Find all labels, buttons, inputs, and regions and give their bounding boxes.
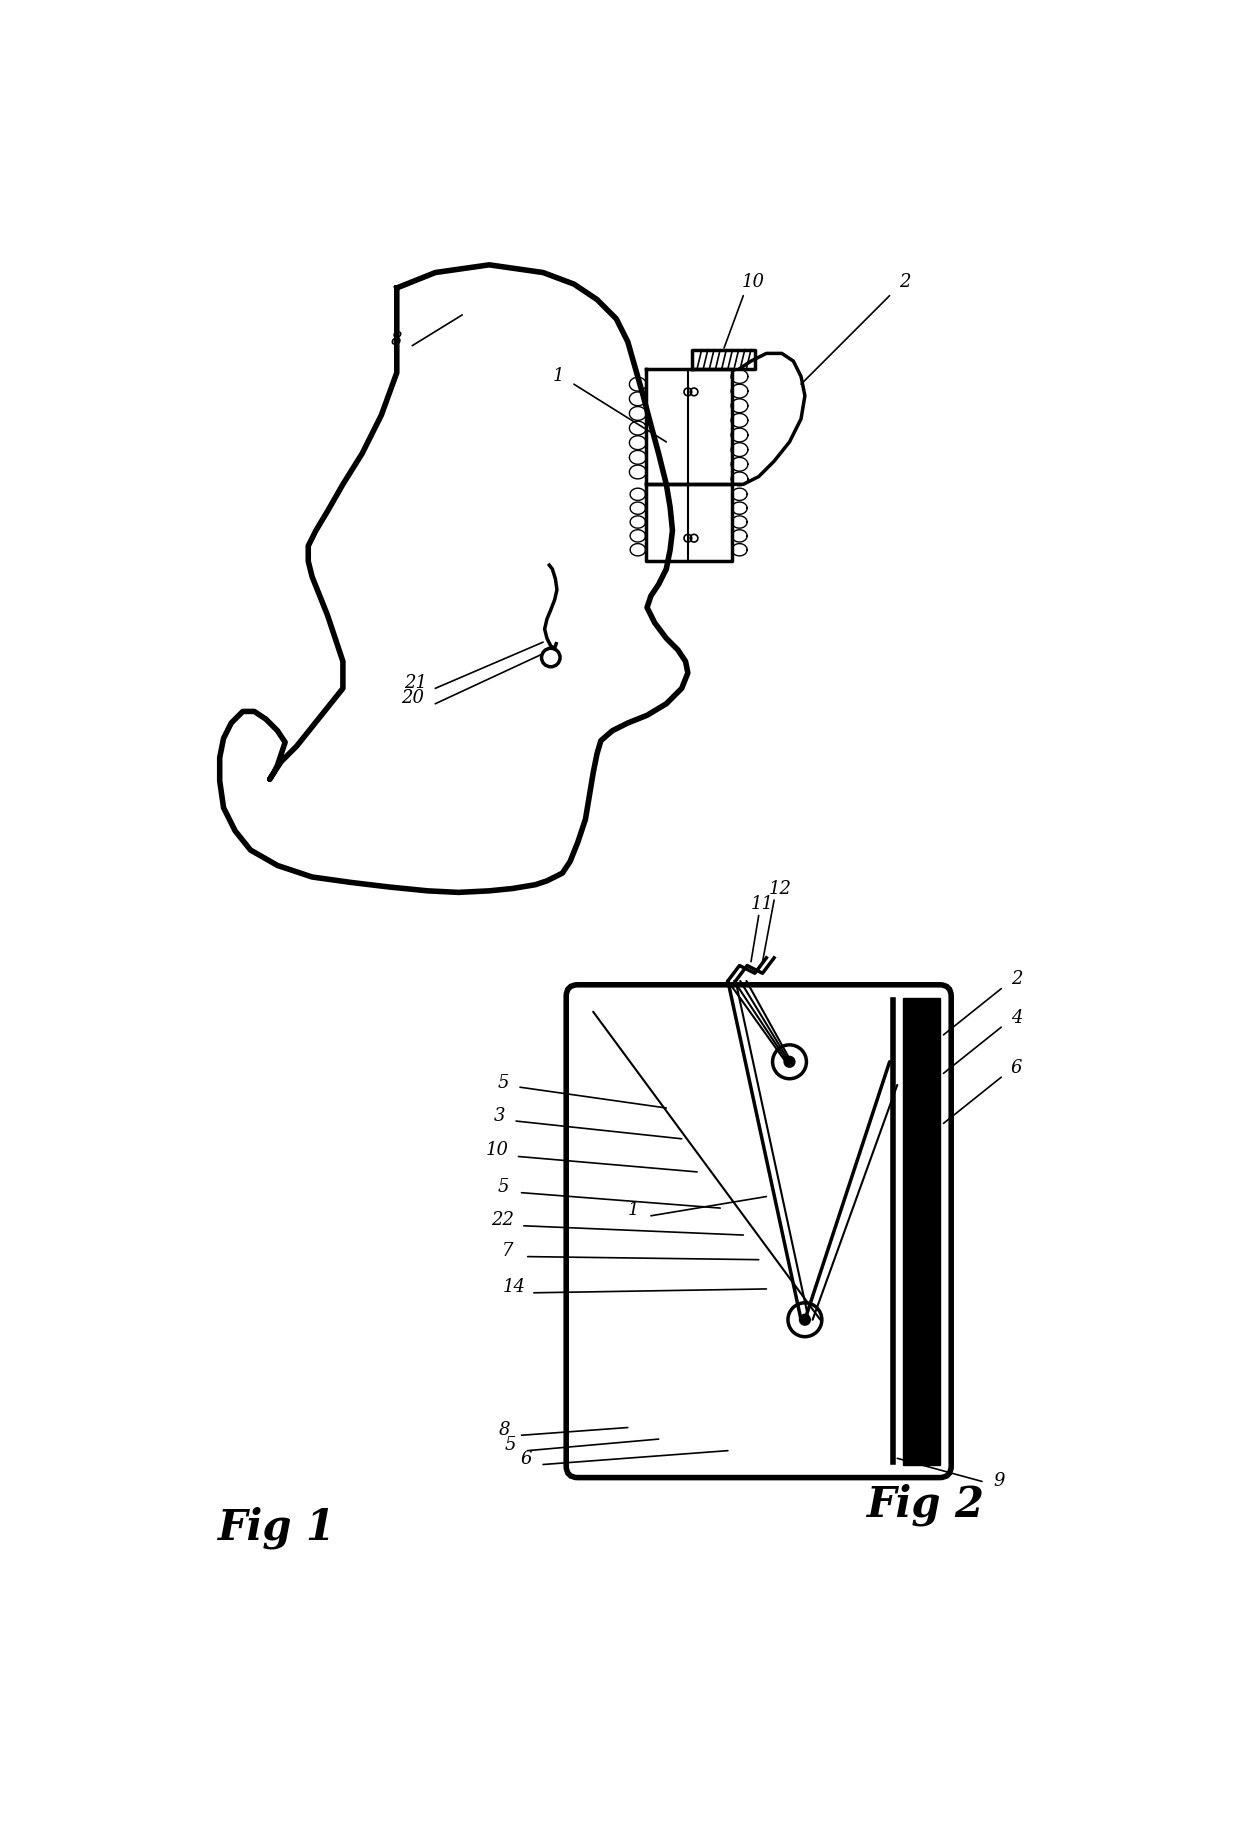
- Text: 6: 6: [1011, 1059, 1023, 1077]
- Text: 7: 7: [502, 1243, 513, 1261]
- Text: 5: 5: [505, 1436, 517, 1454]
- Text: 8: 8: [498, 1421, 511, 1439]
- Text: 10: 10: [742, 273, 765, 292]
- Text: 9: 9: [993, 1472, 1004, 1490]
- Text: 5: 5: [497, 1179, 508, 1197]
- Polygon shape: [904, 998, 940, 1465]
- Text: 1: 1: [629, 1201, 640, 1219]
- Text: 2: 2: [1011, 971, 1023, 988]
- Text: 14: 14: [502, 1279, 526, 1297]
- Text: 2: 2: [899, 273, 910, 292]
- Text: 20: 20: [401, 689, 424, 707]
- Text: 1: 1: [553, 368, 564, 386]
- Text: 8: 8: [391, 330, 403, 348]
- Circle shape: [800, 1314, 810, 1325]
- Text: 22: 22: [491, 1210, 513, 1228]
- Circle shape: [784, 1057, 795, 1068]
- Text: 4: 4: [1011, 1009, 1023, 1028]
- Text: 11: 11: [751, 895, 774, 913]
- Text: 12: 12: [769, 880, 792, 898]
- Text: 5: 5: [497, 1073, 508, 1091]
- Text: 6: 6: [521, 1450, 532, 1469]
- Text: Fig 2: Fig 2: [867, 1483, 985, 1525]
- Text: Fig 1: Fig 1: [218, 1507, 336, 1549]
- Text: 21: 21: [404, 674, 428, 692]
- Text: 3: 3: [494, 1108, 505, 1126]
- Text: 10: 10: [485, 1141, 508, 1159]
